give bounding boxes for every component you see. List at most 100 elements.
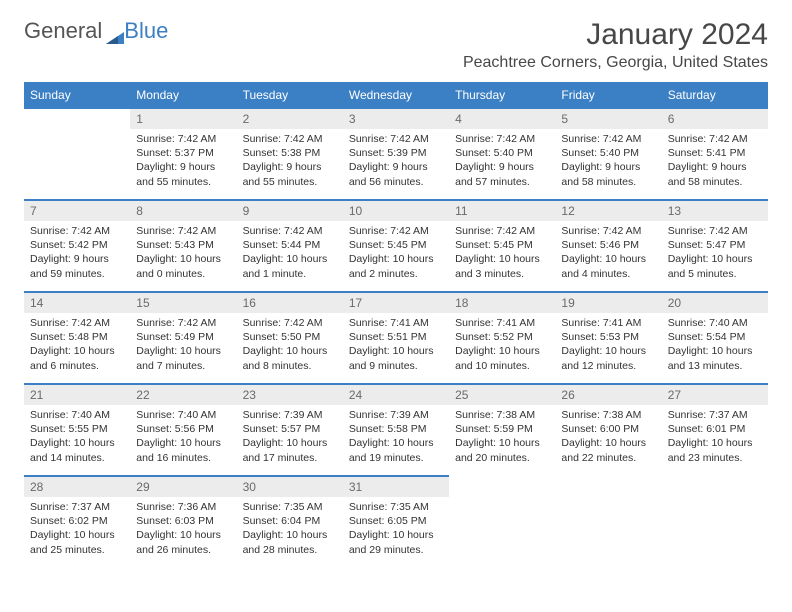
sunset-text: Sunset: 5:45 PM [349,238,443,252]
sunrise-text: Sunrise: 7:42 AM [668,132,762,146]
sunset-text: Sunset: 6:05 PM [349,514,443,528]
day-detail: Sunrise: 7:37 AMSunset: 6:01 PMDaylight:… [662,405,768,471]
daylight-text: Daylight: 10 hours and 20 minutes. [455,436,549,464]
day-number: 26 [555,385,661,405]
calendar-cell: 12Sunrise: 7:42 AMSunset: 5:46 PMDayligh… [555,200,661,292]
daylight-text: Daylight: 10 hours and 23 minutes. [668,436,762,464]
day-number: 28 [24,477,130,497]
calendar-row: 21Sunrise: 7:40 AMSunset: 5:55 PMDayligh… [24,384,768,476]
sunrise-text: Sunrise: 7:38 AM [455,408,549,422]
day-detail: Sunrise: 7:42 AMSunset: 5:38 PMDaylight:… [237,129,343,195]
day-detail: Sunrise: 7:42 AMSunset: 5:42 PMDaylight:… [24,221,130,287]
day-number: 31 [343,477,449,497]
sunrise-text: Sunrise: 7:41 AM [455,316,549,330]
day-number: 20 [662,293,768,313]
calendar-cell: 1Sunrise: 7:42 AMSunset: 5:37 PMDaylight… [130,108,236,200]
title-block: January 2024 Peachtree Corners, Georgia,… [463,18,768,78]
daylight-text: Daylight: 9 hours and 56 minutes. [349,160,443,188]
day-detail: Sunrise: 7:37 AMSunset: 6:02 PMDaylight:… [24,497,130,563]
sunset-text: Sunset: 5:40 PM [455,146,549,160]
day-detail: Sunrise: 7:42 AMSunset: 5:39 PMDaylight:… [343,129,449,195]
daylight-text: Daylight: 10 hours and 17 minutes. [243,436,337,464]
header: General Blue January 2024 Peachtree Corne… [24,18,768,78]
sunset-text: Sunset: 5:47 PM [668,238,762,252]
calendar-cell: 31Sunrise: 7:35 AMSunset: 6:05 PMDayligh… [343,476,449,568]
day-number: 2 [237,109,343,129]
sunrise-text: Sunrise: 7:42 AM [455,224,549,238]
day-number: 30 [237,477,343,497]
daylight-text: Daylight: 10 hours and 28 minutes. [243,528,337,556]
sunrise-text: Sunrise: 7:42 AM [349,132,443,146]
calendar-cell: 2Sunrise: 7:42 AMSunset: 5:38 PMDaylight… [237,108,343,200]
calendar-cell: 13Sunrise: 7:42 AMSunset: 5:47 PMDayligh… [662,200,768,292]
sunset-text: Sunset: 5:50 PM [243,330,337,344]
calendar-cell: 19Sunrise: 7:41 AMSunset: 5:53 PMDayligh… [555,292,661,384]
day-header: Wednesday [343,83,449,109]
day-header: Sunday [24,83,130,109]
daylight-text: Daylight: 9 hours and 58 minutes. [561,160,655,188]
sunset-text: Sunset: 5:41 PM [668,146,762,160]
daylight-text: Daylight: 10 hours and 2 minutes. [349,252,443,280]
daylight-text: Daylight: 10 hours and 10 minutes. [455,344,549,372]
day-detail: Sunrise: 7:41 AMSunset: 5:53 PMDaylight:… [555,313,661,379]
day-number: 10 [343,201,449,221]
daylight-text: Daylight: 10 hours and 4 minutes. [561,252,655,280]
day-number: 21 [24,385,130,405]
sunset-text: Sunset: 6:01 PM [668,422,762,436]
daylight-text: Daylight: 10 hours and 19 minutes. [349,436,443,464]
sunset-text: Sunset: 5:49 PM [136,330,230,344]
sunrise-text: Sunrise: 7:37 AM [30,500,124,514]
sunrise-text: Sunrise: 7:42 AM [30,224,124,238]
daylight-text: Daylight: 10 hours and 8 minutes. [243,344,337,372]
daylight-text: Daylight: 9 hours and 55 minutes. [136,160,230,188]
calendar-row: 28Sunrise: 7:37 AMSunset: 6:02 PMDayligh… [24,476,768,568]
sunset-text: Sunset: 6:03 PM [136,514,230,528]
sunset-text: Sunset: 5:59 PM [455,422,549,436]
day-detail: Sunrise: 7:42 AMSunset: 5:45 PMDaylight:… [343,221,449,287]
calendar-cell: 16Sunrise: 7:42 AMSunset: 5:50 PMDayligh… [237,292,343,384]
day-detail: Sunrise: 7:40 AMSunset: 5:55 PMDaylight:… [24,405,130,471]
day-number: 23 [237,385,343,405]
sunset-text: Sunset: 5:46 PM [561,238,655,252]
day-detail: Sunrise: 7:39 AMSunset: 5:57 PMDaylight:… [237,405,343,471]
day-number: 17 [343,293,449,313]
day-number-empty [449,476,555,496]
daylight-text: Daylight: 9 hours and 55 minutes. [243,160,337,188]
month-title: January 2024 [463,18,768,52]
sunrise-text: Sunrise: 7:40 AM [30,408,124,422]
calendar-cell: 15Sunrise: 7:42 AMSunset: 5:49 PMDayligh… [130,292,236,384]
sunset-text: Sunset: 5:54 PM [668,330,762,344]
sunset-text: Sunset: 5:52 PM [455,330,549,344]
logo-text-1: General [24,18,102,44]
sunrise-text: Sunrise: 7:42 AM [136,132,230,146]
calendar-cell: 29Sunrise: 7:36 AMSunset: 6:03 PMDayligh… [130,476,236,568]
sunset-text: Sunset: 5:55 PM [30,422,124,436]
daylight-text: Daylight: 10 hours and 3 minutes. [455,252,549,280]
sunset-text: Sunset: 6:00 PM [561,422,655,436]
sunset-text: Sunset: 5:56 PM [136,422,230,436]
logo-text-2: Blue [124,18,168,44]
day-header: Saturday [662,83,768,109]
day-detail: Sunrise: 7:41 AMSunset: 5:52 PMDaylight:… [449,313,555,379]
sunrise-text: Sunrise: 7:35 AM [349,500,443,514]
daylight-text: Daylight: 10 hours and 9 minutes. [349,344,443,372]
sunrise-text: Sunrise: 7:36 AM [136,500,230,514]
sunrise-text: Sunrise: 7:42 AM [668,224,762,238]
daylight-text: Daylight: 10 hours and 5 minutes. [668,252,762,280]
calendar-cell: 6Sunrise: 7:42 AMSunset: 5:41 PMDaylight… [662,108,768,200]
daylight-text: Daylight: 10 hours and 7 minutes. [136,344,230,372]
day-detail: Sunrise: 7:35 AMSunset: 6:04 PMDaylight:… [237,497,343,563]
sunset-text: Sunset: 5:37 PM [136,146,230,160]
day-number: 11 [449,201,555,221]
sunrise-text: Sunrise: 7:42 AM [243,224,337,238]
day-header: Friday [555,83,661,109]
day-detail: Sunrise: 7:42 AMSunset: 5:47 PMDaylight:… [662,221,768,287]
day-number-empty [555,476,661,496]
sunrise-text: Sunrise: 7:42 AM [136,224,230,238]
day-detail: Sunrise: 7:42 AMSunset: 5:41 PMDaylight:… [662,129,768,195]
calendar-row: 7Sunrise: 7:42 AMSunset: 5:42 PMDaylight… [24,200,768,292]
day-number: 3 [343,109,449,129]
daylight-text: Daylight: 10 hours and 26 minutes. [136,528,230,556]
sunrise-text: Sunrise: 7:42 AM [455,132,549,146]
sunrise-text: Sunrise: 7:42 AM [136,316,230,330]
